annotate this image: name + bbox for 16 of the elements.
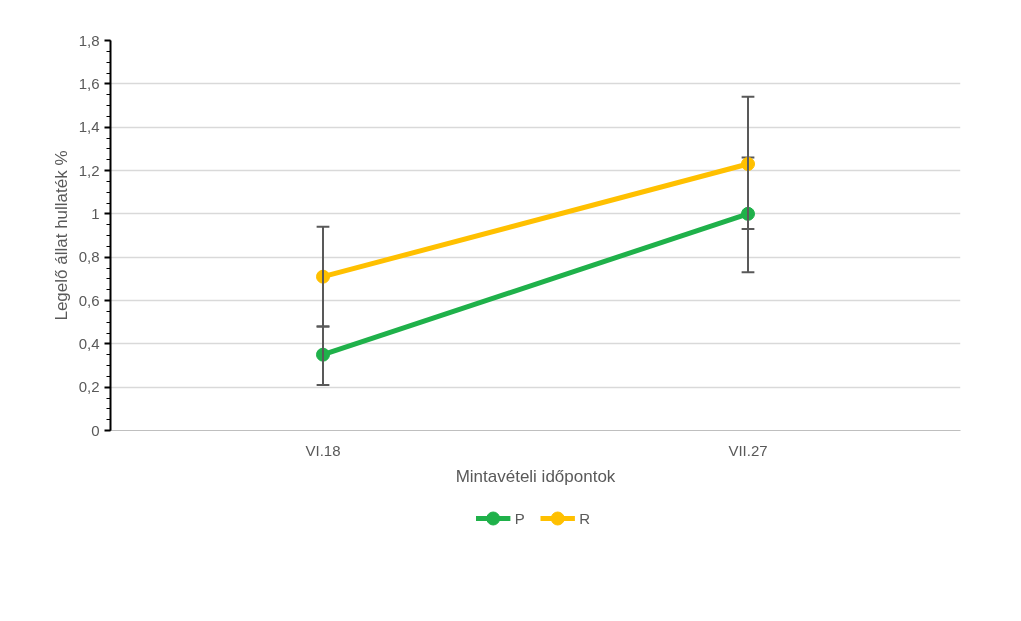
x-axis-title: Mintavételi időpontok [455, 466, 616, 486]
y-tick-label: 1,2 [78, 161, 100, 179]
y-tick-label: 0 [91, 421, 100, 439]
y-tick-label: 0,6 [78, 291, 100, 309]
y-tick-label: 1,4 [78, 118, 100, 136]
y-tick-label: 1,8 [78, 31, 100, 49]
x-tick-label: VII.27 [728, 441, 768, 459]
legend-label: R [579, 510, 591, 527]
y-tick-label: 0,8 [78, 248, 100, 266]
y-tick-label: 0,2 [78, 378, 100, 396]
y-tick-label: 0,4 [78, 334, 100, 352]
legend-label: P [514, 510, 525, 527]
y-tick-label: 1,6 [78, 74, 100, 92]
y-axis-title: Legelő állat hullaték % [51, 150, 71, 321]
x-tick-label: VI.18 [305, 441, 341, 459]
y-tick-label: 1 [91, 204, 100, 222]
